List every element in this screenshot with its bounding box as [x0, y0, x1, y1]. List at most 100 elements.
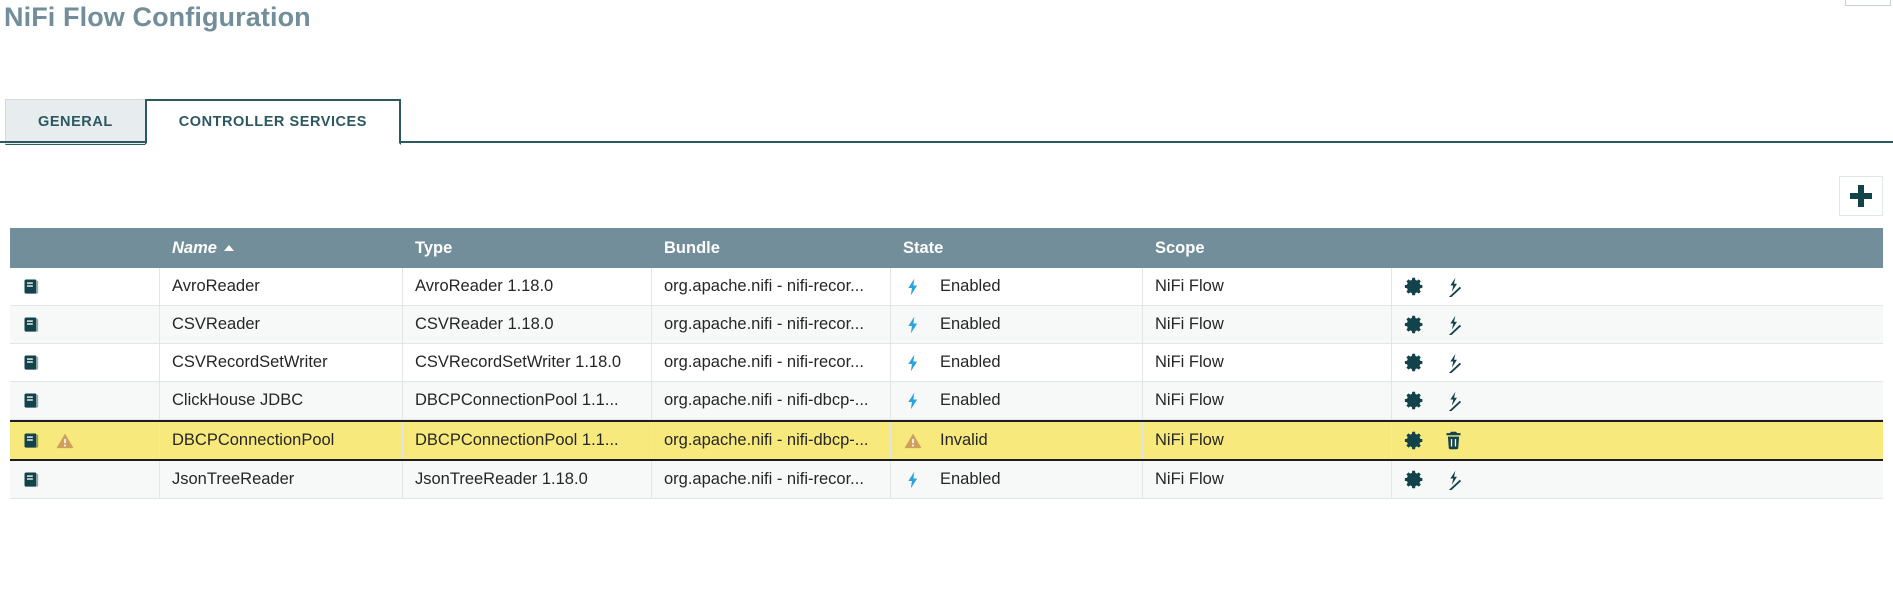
trash-icon[interactable]: [1443, 430, 1464, 451]
gear-icon[interactable]: [1404, 469, 1425, 490]
table-header-row: Name Type Bundle State Scope: [10, 228, 1883, 268]
row-indicator-cell: [10, 382, 160, 419]
lightning-bolt-icon: [903, 353, 923, 373]
table-row[interactable]: ClickHouse JDBC DBCPConnectionPool 1.1...…: [10, 382, 1883, 420]
column-header-type[interactable]: Type: [403, 228, 652, 268]
gear-icon[interactable]: [1404, 314, 1425, 335]
gear-icon[interactable]: [1404, 430, 1425, 451]
gear-icon[interactable]: [1404, 352, 1425, 373]
service-bundle-cell: org.apache.nifi - nifi-recor...: [652, 306, 891, 343]
column-header-label: Bundle: [664, 238, 720, 257]
service-state-text: Enabled: [940, 315, 1001, 333]
service-bundle-cell: org.apache.nifi - nifi-recor...: [652, 268, 891, 305]
book-icon: [22, 470, 42, 490]
row-actions-cell: [1392, 382, 1883, 419]
service-bundle-cell-text: org.apache.nifi - nifi-recor...: [664, 315, 864, 333]
service-name-cell-text: AvroReader: [172, 277, 260, 295]
service-name-cell: AvroReader: [160, 268, 403, 305]
lightning-bolt-icon: [903, 391, 923, 411]
service-type-cell: DBCPConnectionPool 1.1...: [403, 422, 652, 459]
service-state-text: Enabled: [940, 353, 1001, 371]
service-type-cell: CSVRecordSetWriter 1.18.0: [403, 344, 652, 381]
window-top-stub: [1845, 0, 1891, 6]
service-scope-cell: NiFi Flow: [1143, 382, 1392, 419]
service-bundle-cell-text: org.apache.nifi - nifi-dbcp-...: [664, 431, 869, 449]
service-bundle-cell: org.apache.nifi - nifi-recor...: [652, 344, 891, 381]
table-row[interactable]: CSVRecordSetWriter CSVRecordSetWriter 1.1…: [10, 344, 1883, 382]
service-state-cell: Enabled: [891, 382, 1143, 419]
service-scope-cell-text: NiFi Flow: [1155, 315, 1224, 333]
row-indicator-cell: [10, 344, 160, 381]
service-name-cell-text: DBCPConnectionPool: [172, 431, 335, 449]
row-indicator-cell: [10, 306, 160, 343]
table-row[interactable]: AvroReader AvroReader 1.18.0 org.apache.ni…: [10, 268, 1883, 306]
gear-icon[interactable]: [1404, 276, 1425, 297]
service-type-cell: AvroReader 1.18.0: [403, 268, 652, 305]
service-state-cell: Invalid: [891, 422, 1143, 459]
service-bundle-cell: org.apache.nifi - nifi-recor...: [652, 461, 891, 498]
row-actions-cell: [1392, 268, 1883, 305]
row-indicator-cell: [10, 422, 160, 459]
row-indicator-cell: [10, 268, 160, 305]
column-header-label: Scope: [1155, 238, 1205, 257]
tab-strip: GENERAL CONTROLLER SERVICES: [5, 97, 401, 145]
tab-controller-services[interactable]: CONTROLLER SERVICES: [144, 99, 401, 145]
service-scope-cell: NiFi Flow: [1143, 306, 1392, 343]
service-state-text: Enabled: [940, 277, 1001, 295]
service-state-cell: Enabled: [891, 268, 1143, 305]
service-type-cell-text: AvroReader 1.18.0: [415, 277, 554, 295]
column-header-name[interactable]: Name: [160, 228, 403, 268]
column-header-bundle[interactable]: Bundle: [652, 228, 891, 268]
service-name-cell-text: ClickHouse JDBC: [172, 391, 304, 409]
service-state-cell: Enabled: [891, 344, 1143, 381]
sort-ascending-icon: [223, 245, 234, 251]
disable-icon[interactable]: [1443, 314, 1464, 335]
service-name-cell-text: JsonTreeReader: [172, 470, 295, 488]
service-bundle-cell: org.apache.nifi - nifi-dbcp-...: [652, 382, 891, 419]
lightning-bolt-icon: [903, 277, 923, 297]
service-type-cell-text: CSVRecordSetWriter 1.18.0: [415, 353, 622, 371]
service-state-text: Enabled: [940, 470, 1001, 488]
tab-strip-underline: [0, 141, 1893, 143]
service-name-cell: CSVRecordSetWriter: [160, 344, 403, 381]
add-controller-service-button[interactable]: [1839, 176, 1883, 216]
service-scope-cell: NiFi Flow: [1143, 461, 1392, 498]
tab-general[interactable]: GENERAL: [5, 99, 146, 145]
column-header-scope[interactable]: Scope: [1143, 228, 1392, 268]
plus-icon: [1850, 185, 1872, 207]
service-state-text: Invalid: [940, 431, 988, 449]
disable-icon[interactable]: [1443, 469, 1464, 490]
service-type-cell-text: CSVReader 1.18.0: [415, 315, 554, 333]
service-type-cell: CSVReader 1.18.0: [403, 306, 652, 343]
row-actions-cell: [1392, 344, 1883, 381]
service-scope-cell: NiFi Flow: [1143, 344, 1392, 381]
disable-icon[interactable]: [1443, 352, 1464, 373]
table-body: AvroReader AvroReader 1.18.0 org.apache.ni…: [10, 268, 1883, 499]
service-state-cell: Enabled: [891, 306, 1143, 343]
book-icon: [22, 431, 42, 451]
service-bundle-cell: org.apache.nifi - nifi-dbcp-...: [652, 422, 891, 459]
service-name-cell-text: CSVReader: [172, 315, 261, 333]
table-row[interactable]: JsonTreeReader JsonTreeReader 1.18.0 org.a…: [10, 461, 1883, 499]
book-icon: [22, 353, 42, 373]
service-name-cell: JsonTreeReader: [160, 461, 403, 498]
disable-icon[interactable]: [1443, 276, 1464, 297]
table-row[interactable]: CSVReader CSVReader 1.18.0 org.apache.nifi…: [10, 306, 1883, 344]
lightning-bolt-icon: [903, 315, 923, 335]
service-scope-cell: NiFi Flow: [1143, 422, 1392, 459]
gear-icon[interactable]: [1404, 390, 1425, 411]
disable-icon[interactable]: [1443, 390, 1464, 411]
column-header-state[interactable]: State: [891, 228, 1143, 268]
warning-triangle-icon[interactable]: [55, 431, 75, 451]
service-state-cell: Enabled: [891, 461, 1143, 498]
column-header-label: Name: [172, 238, 217, 257]
column-header-label: Type: [415, 238, 453, 257]
service-scope-cell-text: NiFi Flow: [1155, 431, 1224, 449]
table-row[interactable]: DBCPConnectionPool DBCPConnectionPool 1.1…: [10, 420, 1883, 461]
service-bundle-cell-text: org.apache.nifi - nifi-recor...: [664, 277, 864, 295]
service-scope-cell-text: NiFi Flow: [1155, 277, 1224, 295]
book-icon: [22, 391, 42, 411]
column-header-actions: [1392, 228, 1883, 268]
page-title: NiFi Flow Configuration: [4, 2, 311, 32]
